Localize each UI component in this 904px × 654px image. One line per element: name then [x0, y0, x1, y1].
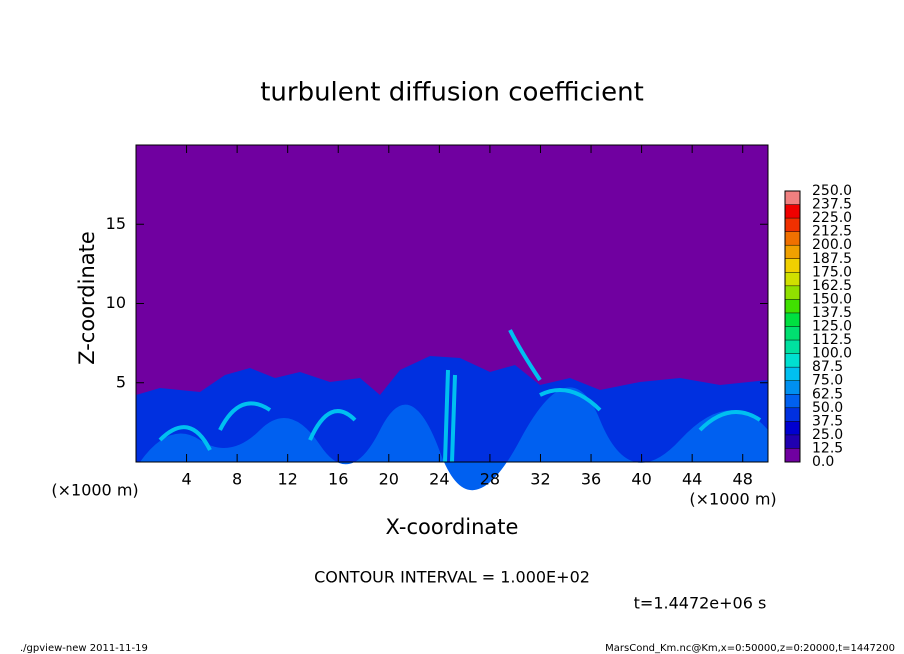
colorbar-band [785, 340, 800, 354]
x-axis-label: X-coordinate [386, 515, 519, 539]
colorbar-band [785, 312, 800, 327]
colorbar-band [785, 272, 800, 286]
colorbar-band [785, 380, 800, 395]
colorbar-label: 187.5 [812, 251, 852, 267]
annotation: CONTOUR INTERVAL = 1.000E+02 [314, 568, 590, 587]
x-tick-label: 8 [232, 470, 242, 489]
colorbar-band [785, 367, 800, 381]
colorbar-label: 250.0 [812, 183, 852, 199]
y-tick-label: 10 [106, 293, 126, 312]
colorbar-label: 100.0 [812, 346, 852, 362]
colorbar-label: 75.0 [812, 373, 843, 389]
colorbar-label: 112.5 [812, 332, 852, 348]
colorbar-band [785, 245, 800, 259]
colorbar-band [785, 448, 800, 462]
annotation: t=1.4472e+06 s [634, 594, 767, 613]
x-tick-label: 36 [581, 470, 601, 489]
x-tick-label: 12 [278, 470, 298, 489]
colorbar-band [785, 231, 800, 246]
colorbar-label: 25.0 [812, 427, 843, 443]
colorbar-label: 125.0 [812, 319, 852, 335]
colorbar-label: 0.0 [812, 454, 834, 470]
x-tick-label: 28 [480, 470, 500, 489]
colorbar-label: 237.5 [812, 197, 852, 213]
colorbar-band [785, 407, 800, 422]
colorbar-band [785, 326, 800, 341]
colorbar-band [785, 204, 800, 219]
y-tick-label: 5 [116, 372, 126, 391]
chart-title: turbulent diffusion coefficient [260, 78, 644, 108]
colorbar-label: 150.0 [812, 291, 852, 307]
colorbar-label: 175.0 [812, 264, 852, 280]
turbulent-layer [140, 387, 768, 491]
colorbar-label: 50.0 [812, 400, 843, 416]
colorbar-label: 225.0 [812, 210, 852, 226]
colorbar-label: 87.5 [812, 359, 843, 375]
x-tick-label: 40 [631, 470, 651, 489]
colorbar-label: 12.5 [812, 440, 843, 456]
colorbar-band [785, 394, 800, 408]
x-tick-label: 4 [181, 470, 191, 489]
x-tick-label: 20 [379, 470, 399, 489]
colorbar-band [785, 218, 800, 232]
x-tick-label: 48 [733, 470, 753, 489]
x-tick-label: 44 [682, 470, 702, 489]
colorbar-label: 37.5 [812, 413, 843, 429]
colorbar-band [785, 434, 800, 449]
footer: MarsCond_Km.nc@Km,x=0:50000,z=0:20000,t=… [605, 643, 895, 654]
colorbar-band [785, 353, 800, 368]
x-tick-label: 24 [429, 470, 449, 489]
y-unit: (×1000 m) [51, 481, 138, 500]
colorbar-label: 162.5 [812, 278, 852, 294]
x-tick-label: 32 [530, 470, 550, 489]
field [136, 145, 768, 491]
colorbar-label: 212.5 [812, 224, 852, 240]
colorbar-band [785, 191, 800, 205]
x-tick-label: 16 [328, 470, 348, 489]
footer: ./gpview-new 2011-11-19 [20, 643, 148, 654]
x-unit: (×1000 m) [689, 490, 776, 509]
y-tick-label: 15 [106, 214, 126, 233]
y-axis-label: Z-coordinate [75, 231, 99, 365]
colorbar-band [785, 421, 800, 435]
colorbar-label: 137.5 [812, 305, 852, 321]
colorbar-band [785, 258, 800, 273]
colorbar-band [785, 299, 800, 313]
turbulent-swirl [158, 329, 762, 463]
colorbar-label: 62.5 [812, 386, 843, 402]
colorbar-label: 200.0 [812, 237, 852, 253]
colorbar-band [785, 285, 800, 300]
